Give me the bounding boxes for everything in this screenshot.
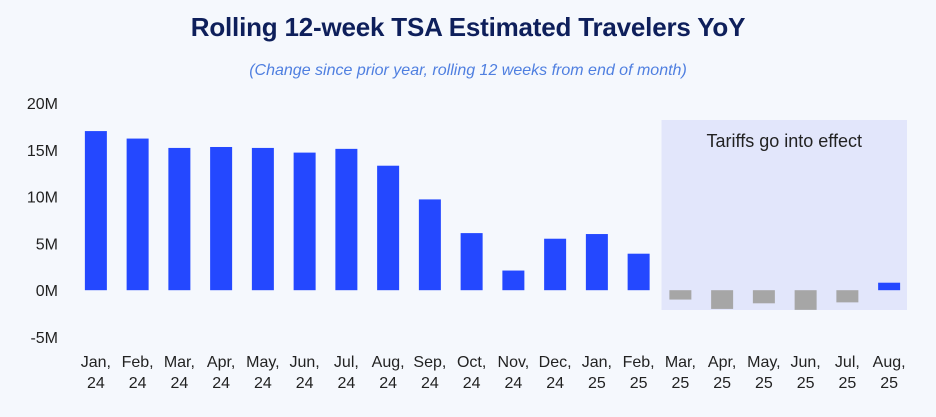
bar: [293, 152, 316, 291]
highlight-band: [661, 120, 907, 310]
bar: [794, 290, 817, 310]
x-tick-label-month: May,: [747, 354, 780, 371]
x-tick-label-year: 24: [129, 375, 147, 392]
x-tick-label-year: 24: [87, 375, 105, 392]
bar: [711, 290, 734, 309]
x-tick-label-year: 24: [421, 375, 439, 392]
x-tick-label-month: Jan,: [582, 354, 612, 371]
x-tick-label-month: Oct,: [457, 354, 486, 371]
x-tick-label-year: 25: [671, 375, 689, 392]
x-tick-label-year: 24: [546, 375, 564, 392]
x-tick-label-year: 25: [630, 375, 648, 392]
x-tick-label-year: 24: [212, 375, 230, 392]
bar: [585, 234, 608, 291]
x-tick-label-year: 24: [379, 375, 397, 392]
bar: [210, 146, 233, 291]
y-tick-label: 20M: [27, 96, 58, 113]
x-tick-label-month: Nov,: [498, 354, 530, 371]
bar: [418, 199, 441, 291]
x-tick-label-year: 25: [755, 375, 773, 392]
bar: [627, 253, 650, 291]
x-tick-label-year: 24: [296, 375, 314, 392]
y-tick-label: -5M: [30, 330, 58, 347]
x-tick-label-month: Apr,: [207, 354, 235, 371]
x-tick-label-year: 25: [797, 375, 815, 392]
bar: [502, 270, 525, 291]
x-tick-label-month: Mar,: [665, 354, 696, 371]
y-tick-label: 15M: [27, 143, 58, 160]
annotation-text: Tariffs go into effect: [707, 131, 862, 151]
x-tick-label-year: 25: [713, 375, 731, 392]
x-tick-label-year: 24: [170, 375, 188, 392]
x-tick-label-year: 25: [838, 375, 856, 392]
x-tick-label-month: Jun,: [290, 354, 320, 371]
x-tick-label-month: Aug,: [873, 354, 906, 371]
x-tick-label-year: 24: [337, 375, 355, 392]
x-tick-label-month: Dec,: [539, 354, 572, 371]
bar: [126, 138, 149, 291]
x-tick-label-month: Feb,: [122, 354, 154, 371]
bar: [84, 131, 107, 291]
x-tick-label-month: Aug,: [372, 354, 405, 371]
x-tick-label-year: 25: [880, 375, 898, 392]
chart-subtitle: (Change since prior year, rolling 12 wee…: [249, 62, 687, 79]
y-tick-label: 5M: [36, 236, 58, 253]
y-tick-label: 0M: [36, 283, 58, 300]
chart-title: Rolling 12-week TSA Estimated Travelers …: [190, 12, 746, 42]
x-tick-label-month: Sep,: [413, 354, 446, 371]
x-tick-label-month: Jan,: [81, 354, 111, 371]
x-tick-label-month: Apr,: [708, 354, 736, 371]
x-tick-label-year: 24: [463, 375, 481, 392]
x-tick-label-year: 25: [588, 375, 606, 392]
x-tick-label-month: Jun,: [791, 354, 821, 371]
x-tick-label-year: 24: [504, 375, 522, 392]
bar: [836, 290, 859, 303]
bar: [168, 147, 191, 291]
x-tick-label-month: Feb,: [623, 354, 655, 371]
bar: [335, 148, 358, 291]
bar: [544, 238, 567, 291]
bar: [669, 290, 692, 300]
bar: [251, 147, 274, 291]
bar: [878, 282, 901, 291]
bar: [377, 165, 400, 291]
y-tick-label: 10M: [27, 190, 58, 207]
bar: [752, 290, 775, 304]
x-tick-label-month: Jul,: [334, 354, 359, 371]
x-tick-label-month: Jul,: [835, 354, 860, 371]
x-tick-label-month: May,: [246, 354, 279, 371]
x-tick-label-month: Mar,: [164, 354, 195, 371]
x-tick-label-year: 24: [254, 375, 272, 392]
bar: [460, 233, 483, 291]
